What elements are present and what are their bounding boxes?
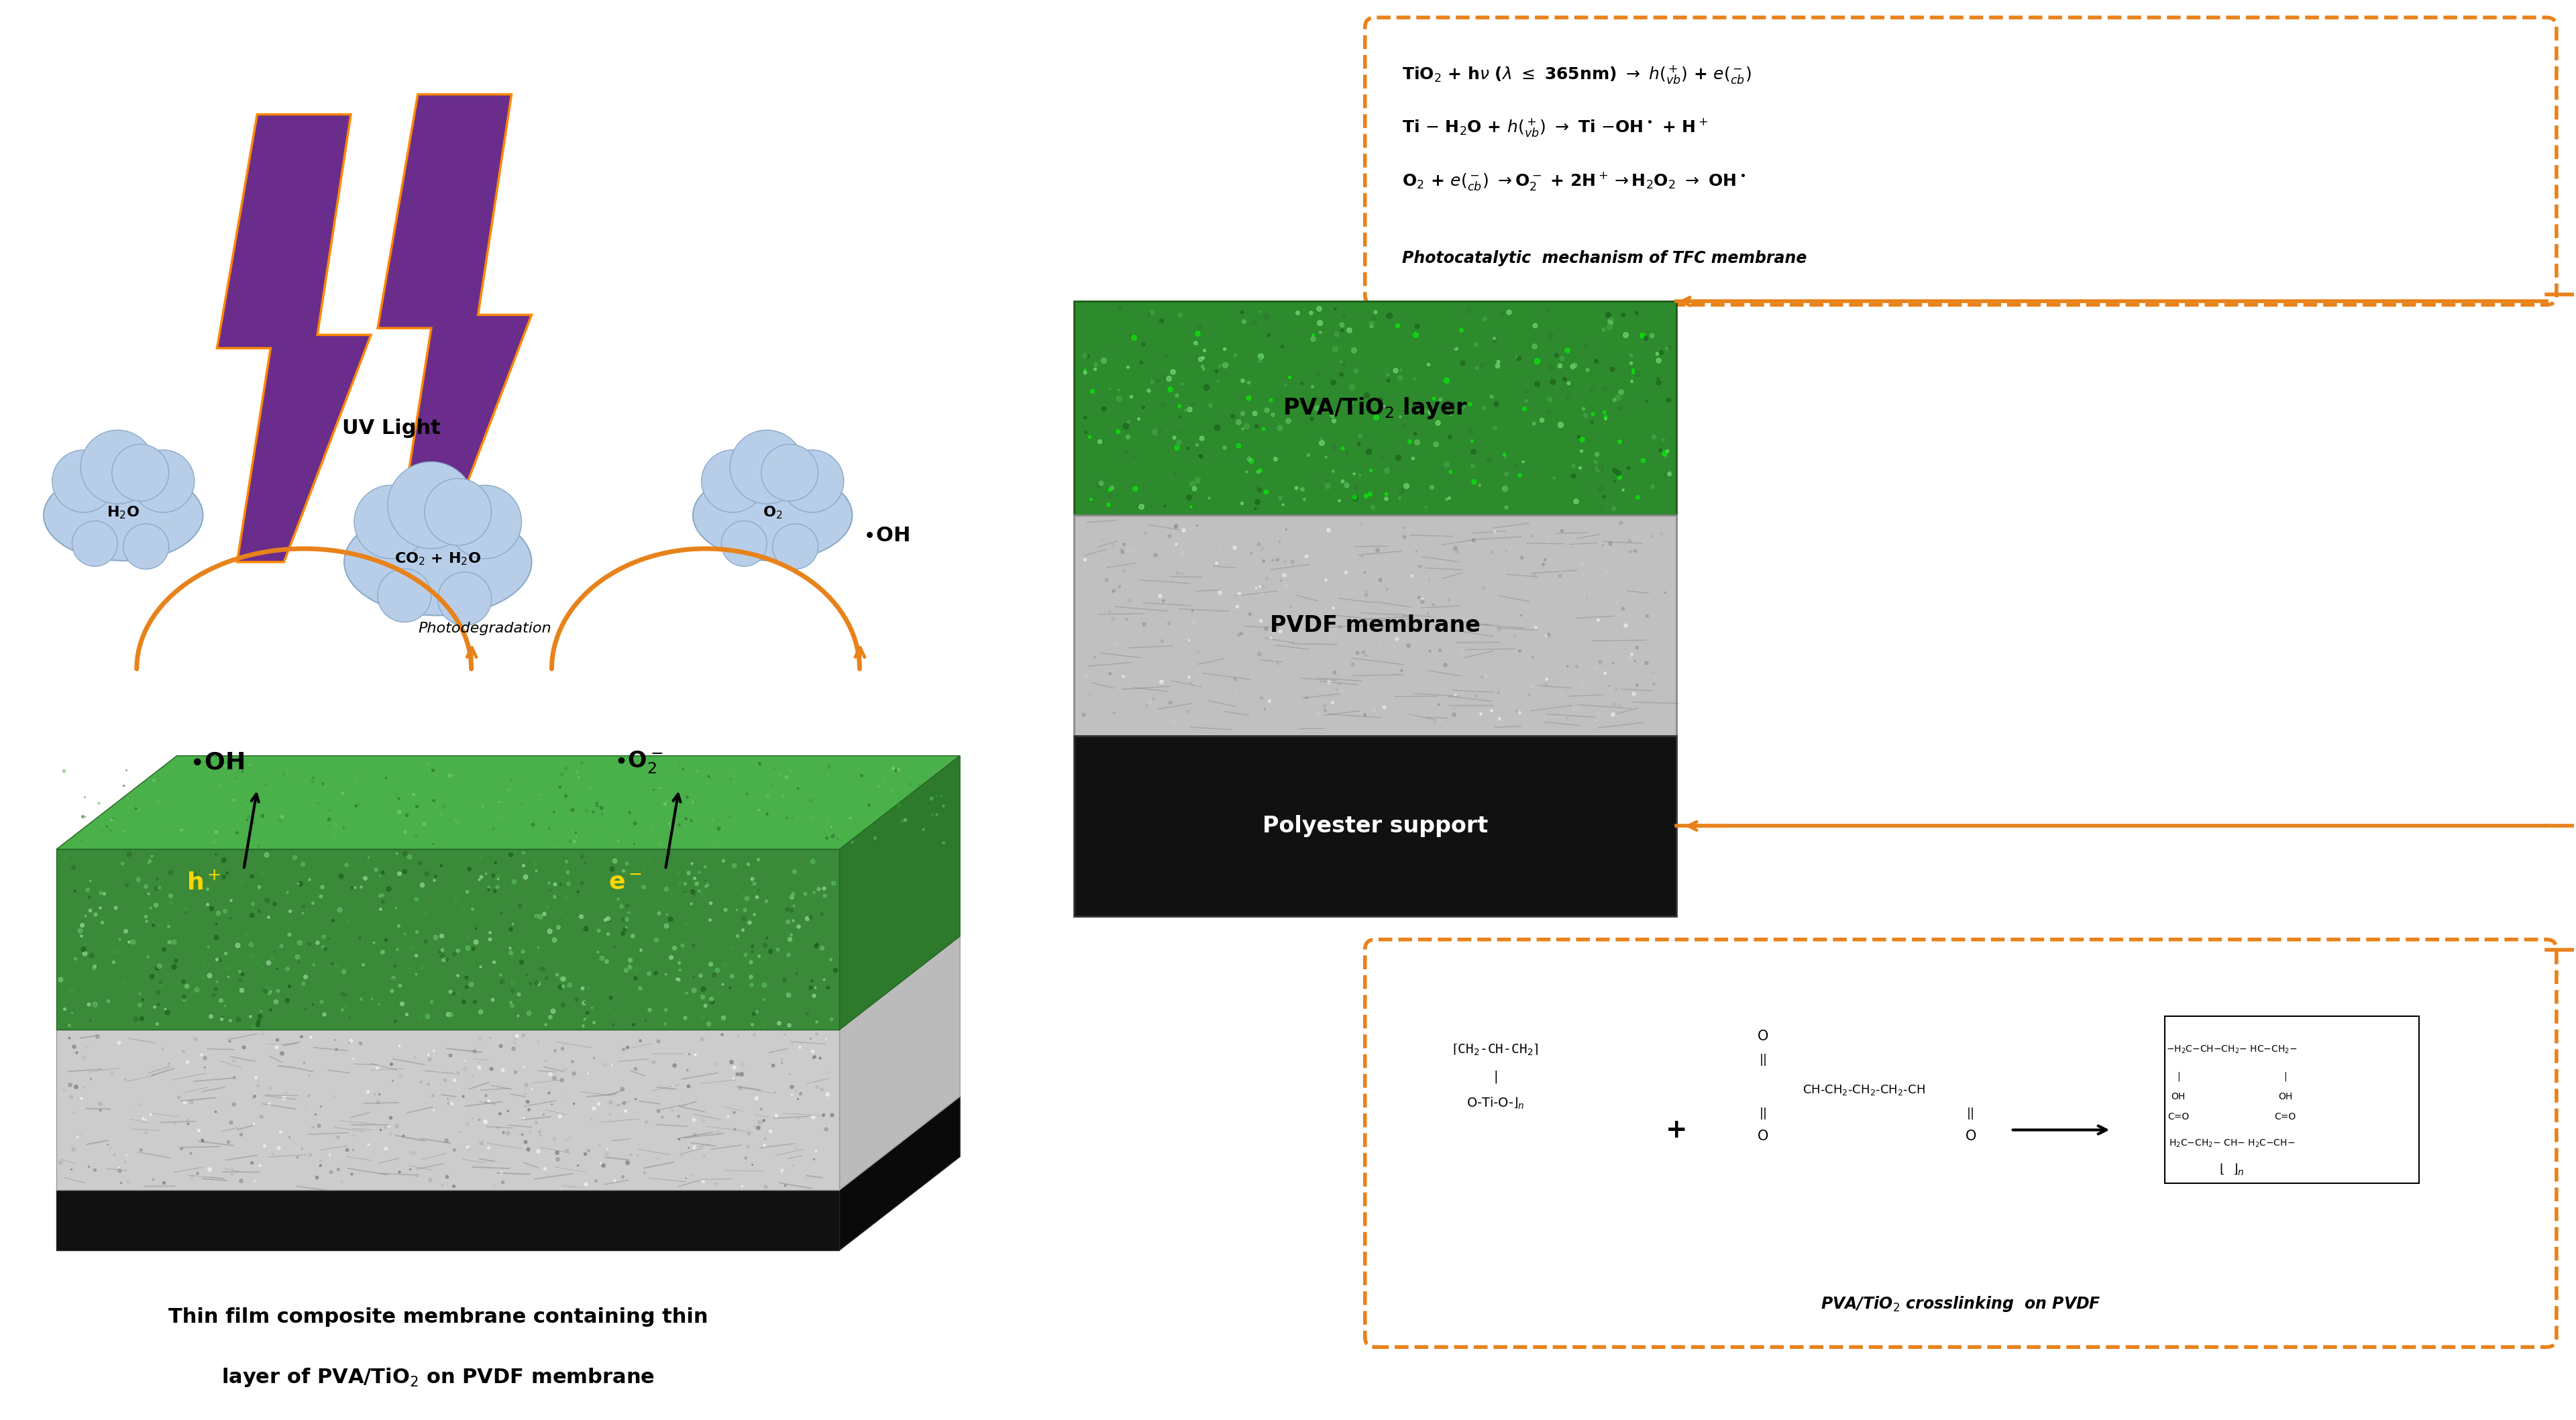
Text: PVA/TiO$_2$ crosslinking  on PVDF: PVA/TiO$_2$ crosslinking on PVDF — [1821, 1294, 2099, 1314]
Text: |: | — [1494, 1069, 1497, 1083]
Circle shape — [111, 444, 170, 501]
Polygon shape — [216, 115, 371, 562]
FancyBboxPatch shape — [1365, 17, 2555, 305]
Text: Photodegradation: Photodegradation — [417, 622, 551, 636]
Bar — [1074, 736, 1677, 916]
Text: UV Light: UV Light — [343, 419, 440, 439]
Text: Ti $-$ H$_2$O + $h(_{vb}^+)$ $\rightarrow$ Ti $-$OH$^\bullet$ + H$^+$: Ti $-$ H$_2$O + $h(_{vb}^+)$ $\rightarro… — [1401, 116, 1708, 139]
Text: ||: || — [1759, 1054, 1767, 1066]
Circle shape — [701, 450, 765, 513]
Text: OH: OH — [2172, 1092, 2184, 1100]
Text: H$_2$C$-$CH$_2$$-$ CH$-$ H$_2$C$-$CH$-$: H$_2$C$-$CH$_2$$-$ CH$-$ H$_2$C$-$CH$-$ — [2169, 1137, 2295, 1149]
Text: O$_2$: O$_2$ — [762, 504, 783, 520]
Text: O$_2$ + $e(_{cb}^-)$ $\rightarrow$O$^-_2$ + 2H$^+$$\rightarrow$H$_2$O$_2$ $\righ: O$_2$ + $e(_{cb}^-)$ $\rightarrow$O$^-_2… — [1401, 170, 1744, 192]
Ellipse shape — [44, 470, 204, 561]
Circle shape — [72, 521, 118, 567]
Text: layer of PVA/TiO$_2$ on PVDF membrane: layer of PVA/TiO$_2$ on PVDF membrane — [222, 1366, 654, 1389]
Text: O: O — [1757, 1130, 1767, 1143]
Circle shape — [781, 450, 842, 513]
Text: ||: || — [1759, 1108, 1767, 1119]
Circle shape — [721, 521, 768, 567]
Text: $-$H$_2$C$-$CH$-$CH$_2$$-$ HC$-$CH$_2$$-$: $-$H$_2$C$-$CH$-$CH$_2$$-$ HC$-$CH$_2$$-… — [2166, 1044, 2298, 1055]
Text: CH-CH$_2$-CH$_2$-CH$_2$-CH: CH-CH$_2$-CH$_2$-CH$_2$-CH — [1801, 1083, 1924, 1096]
Text: |: | — [2177, 1072, 2179, 1081]
Text: +: + — [1664, 1118, 1687, 1143]
Text: C=O: C=O — [2166, 1112, 2190, 1122]
Circle shape — [353, 486, 428, 558]
Ellipse shape — [345, 508, 531, 615]
FancyBboxPatch shape — [1365, 940, 2555, 1348]
Polygon shape — [57, 849, 840, 1030]
Circle shape — [131, 450, 193, 513]
Text: $\bullet$OH: $\bullet$OH — [188, 751, 245, 774]
Text: H$_2$O: H$_2$O — [106, 504, 139, 520]
Text: |: | — [2282, 1072, 2287, 1081]
Circle shape — [729, 430, 804, 504]
Circle shape — [425, 479, 492, 545]
Text: PVDF membrane: PVDF membrane — [1270, 615, 1481, 636]
Text: OH: OH — [2277, 1092, 2293, 1100]
Polygon shape — [57, 755, 961, 849]
Polygon shape — [840, 936, 961, 1190]
Circle shape — [386, 462, 474, 548]
Text: $\bullet$OH: $\bullet$OH — [863, 525, 909, 545]
Polygon shape — [57, 1096, 961, 1190]
Polygon shape — [840, 1096, 961, 1250]
Circle shape — [52, 450, 116, 513]
Polygon shape — [57, 1030, 840, 1190]
Circle shape — [760, 444, 819, 501]
Bar — [1074, 301, 1677, 515]
Text: Polyester support: Polyester support — [1262, 815, 1486, 836]
Text: O: O — [1965, 1130, 1976, 1143]
Bar — [1074, 515, 1677, 736]
Text: ||: || — [1965, 1108, 1973, 1119]
Text: $\lceil$CH$_2$-CH-CH$_2$$\rceil$: $\lceil$CH$_2$-CH-CH$_2$$\rceil$ — [1453, 1042, 1538, 1058]
Circle shape — [773, 524, 819, 569]
Text: Thin film composite membrane containing thin: Thin film composite membrane containing … — [167, 1308, 708, 1326]
Circle shape — [379, 568, 430, 622]
Circle shape — [80, 430, 155, 504]
Text: TiO$_2$ + h$\nu$ ($\lambda$ $\leq$ 365nm) $\rightarrow$ $h(_{vb}^+)$ + $e(_{cb}^: TiO$_2$ + h$\nu$ ($\lambda$ $\leq$ 365nm… — [1401, 64, 1752, 85]
Text: Photocatalytic  mechanism of TFC membrane: Photocatalytic mechanism of TFC membrane — [1401, 250, 1806, 266]
Text: e$^-$: e$^-$ — [608, 872, 641, 895]
Text: C=O: C=O — [2275, 1112, 2295, 1122]
Text: PVA/TiO$_2$ layer: PVA/TiO$_2$ layer — [1283, 396, 1466, 420]
Ellipse shape — [693, 470, 853, 561]
Polygon shape — [840, 755, 961, 1030]
Polygon shape — [379, 94, 531, 542]
Circle shape — [448, 486, 520, 558]
Text: O: O — [1757, 1030, 1767, 1044]
Circle shape — [438, 572, 492, 625]
Text: $\lfloor$  $\rfloor_n$: $\lfloor$ $\rfloor_n$ — [2218, 1163, 2244, 1177]
Text: CO$_2$ + H$_2$O: CO$_2$ + H$_2$O — [394, 551, 482, 567]
Text: $\bullet$O$^-_2$: $\bullet$O$^-_2$ — [613, 750, 662, 775]
Text: O-Ti-O-$\rfloor_n$: O-Ti-O-$\rfloor_n$ — [1466, 1096, 1525, 1110]
Polygon shape — [57, 936, 961, 1030]
Bar — [2164, 1017, 2419, 1183]
Text: h$^+$: h$^+$ — [185, 870, 222, 895]
Circle shape — [124, 524, 170, 569]
Polygon shape — [57, 1190, 840, 1250]
